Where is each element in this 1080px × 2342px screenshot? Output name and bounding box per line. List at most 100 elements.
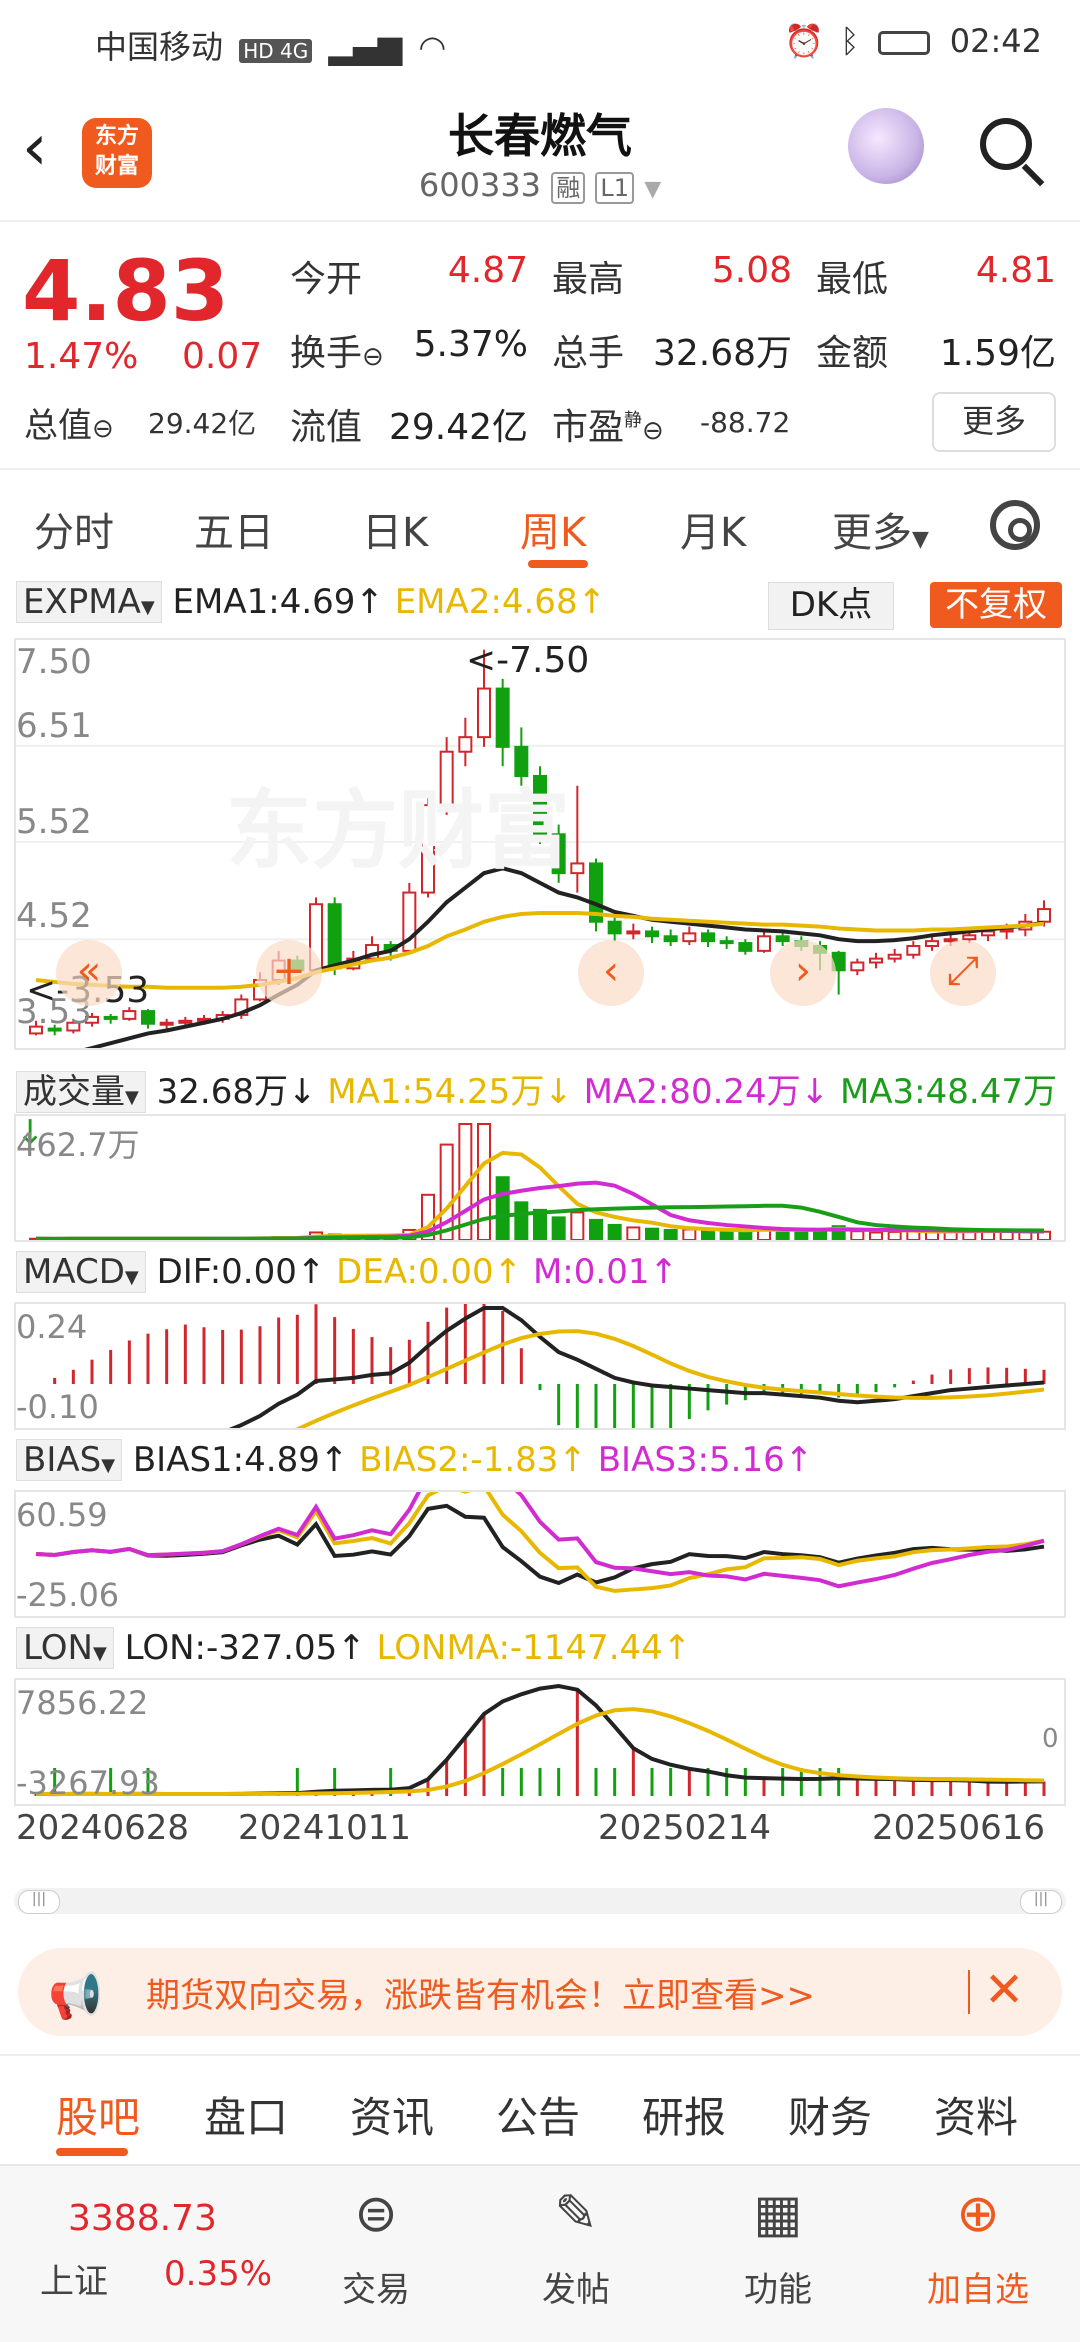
vol-ma3-line	[35, 1203, 1045, 1240]
tab-weekly-k[interactable]: 周K	[520, 510, 587, 556]
macd-panel[interactable]: 0.24 -0.10	[14, 1302, 1066, 1430]
macd-min-label: -0.10	[16, 1388, 99, 1426]
scroll-left-fast-icon[interactable]: «	[56, 940, 122, 1006]
high-value: 5.08	[711, 250, 792, 291]
grid-icon[interactable]: ▦	[753, 2184, 803, 2244]
candle-body	[887, 953, 902, 960]
expma-selector[interactable]: EXPMA▼	[16, 581, 162, 623]
ema1-value: EMA1:4.69↑	[172, 582, 384, 622]
no-adjust-button[interactable]: 不复权	[930, 582, 1062, 628]
scroll-handle-right[interactable]: |||	[1020, 1890, 1062, 1914]
fullscreen-icon[interactable]: ⤢	[930, 940, 996, 1006]
back-icon[interactable]: ‹	[22, 111, 48, 185]
bottom-bar: 3388.73 上证 0.35% ⊜ 交易 ✎ 发帖 ▦ 功能 ⊕ 加自选	[0, 2164, 1080, 2342]
volume-bar	[738, 1230, 753, 1240]
macd-header: MACD▼ DIF:0.00↑ DEA:0.00↑ M:0.01↑	[16, 1251, 678, 1293]
stock-name: 长春燃气	[448, 109, 632, 163]
high-marker: <-7.50	[466, 640, 590, 681]
candle-body	[869, 957, 883, 964]
vol-ma1: MA1:54.25万↓	[327, 1072, 573, 1112]
nav-add-watchlist[interactable]: 加自选	[927, 2270, 1029, 2310]
macd-dea: DEA:0.00↑	[336, 1252, 523, 1292]
assistant-avatar[interactable]	[848, 108, 924, 184]
lon-header: LON▼ LON:-327.05↑ LONMA:-1147.44↑	[16, 1627, 691, 1669]
bias-panel[interactable]: 60.59 -25.06	[14, 1490, 1066, 1618]
candle-body	[607, 920, 622, 935]
bias1: BIAS1:4.89↑	[132, 1440, 349, 1480]
stock-code: 600333	[418, 166, 542, 204]
macd-dea-line	[295, 1329, 1045, 1428]
nav-trade[interactable]: 交易	[342, 2270, 410, 2310]
candle-body	[514, 745, 529, 777]
network-indicator: HD 4G	[239, 39, 313, 63]
tab-orderbook[interactable]: 盘口	[204, 2093, 289, 2142]
candle-body	[850, 961, 865, 972]
search-icon[interactable]	[980, 118, 1032, 170]
dropdown-icon: ▼	[644, 177, 662, 202]
chevron-down-icon: ▼	[140, 597, 155, 618]
tab-more[interactable]: 更多▼	[832, 510, 929, 556]
volume-bar	[589, 1218, 603, 1240]
logo-line2: 财富	[94, 154, 139, 179]
tab-daily-k[interactable]: 日K	[362, 510, 429, 556]
candle-body	[495, 687, 510, 748]
stock-code-row[interactable]: 600333 融 L1 ▼	[0, 166, 1080, 204]
amount-value: 1.59亿	[939, 333, 1056, 374]
trade-icon[interactable]: ⊜	[354, 2184, 398, 2244]
more-button[interactable]: 更多	[932, 392, 1056, 452]
kline-panel[interactable]: 东方财富 7.50 6.51 5.52 4.52 3.53 <-7.50 <-3…	[14, 638, 1066, 1050]
expma-header: EXPMA▼ EMA1:4.69↑ EMA2:4.68↑	[16, 581, 606, 623]
volume-bar	[869, 1231, 883, 1240]
app-logo[interactable]: 东方 财富	[82, 118, 152, 188]
nav-functions[interactable]: 功能	[744, 2270, 812, 2310]
time-scrollbar[interactable]: ||| |||	[14, 1888, 1066, 1914]
post-icon[interactable]: ✎	[554, 2184, 598, 2244]
tab-intraday[interactable]: 分时	[34, 510, 114, 556]
candle-body	[775, 935, 790, 943]
index-name: 上证	[40, 2262, 108, 2302]
tab-news[interactable]: 资讯	[350, 2093, 435, 2142]
promo-banner[interactable]: 📢 期货双向交易，涨跌皆有机会！立即查看>> ✕	[18, 1948, 1062, 2036]
candle-body	[178, 1019, 193, 1024]
add-icon[interactable]: ⊕	[956, 2184, 1000, 2244]
watermark-logo: 东方财富	[226, 781, 570, 881]
candle-body	[421, 804, 435, 894]
crosshair-icon[interactable]: +	[256, 940, 322, 1006]
float-mv-value: 29.42亿	[388, 407, 528, 448]
bias-selector[interactable]: BIAS▼	[16, 1439, 123, 1481]
macd-m: M:0.01↑	[532, 1252, 678, 1292]
candle-body	[458, 736, 473, 753]
kline-chart-area: EXPMA▼ EMA1:4.69↑ EMA2:4.68↑ DK点 不复权 东方财…	[0, 578, 1080, 1914]
tab-forum[interactable]: 股吧	[56, 2093, 141, 2142]
scroll-left-icon[interactable]: ‹	[578, 940, 644, 1006]
low-label: 最低	[816, 259, 889, 300]
candle-body	[66, 1021, 81, 1032]
scroll-handle-left[interactable]: |||	[18, 1890, 60, 1914]
nav-post[interactable]: 发帖	[542, 2270, 610, 2310]
tab-finance[interactable]: 财务	[788, 2093, 873, 2142]
scroll-right-icon[interactable]: ›	[770, 940, 836, 1006]
candle-body	[645, 930, 659, 938]
tab-profile[interactable]: 资料	[934, 2093, 1019, 2142]
macd-selector[interactable]: MACD▼	[16, 1251, 146, 1293]
tag-margin: 融	[551, 172, 586, 204]
lon-selector[interactable]: LON▼	[16, 1627, 114, 1669]
index-value[interactable]: 3388.73	[68, 2198, 217, 2239]
close-icon[interactable]: ✕	[984, 1962, 1025, 2018]
bias2: BIAS2:-1.83↑	[359, 1440, 587, 1480]
high-label: 最高	[552, 259, 625, 300]
gear-icon[interactable]	[990, 500, 1040, 550]
volume-value: 32.68万	[652, 333, 792, 374]
volume-selector[interactable]: 成交量▼	[16, 1071, 146, 1113]
status-bar: 中国移动 HD 4G ▂▄▆ ◠ ⏰ ᛒ 02:42	[0, 0, 1080, 86]
lon-panel[interactable]: 7856.22 -3267.93 0	[14, 1678, 1066, 1806]
tab-five-day[interactable]: 五日	[194, 510, 274, 556]
banner-text[interactable]: 期货双向交易，涨跌皆有机会！立即查看>>	[146, 1976, 815, 2016]
ema1-line	[84, 866, 1045, 1048]
open-value: 4.87	[447, 250, 528, 291]
tab-announcements[interactable]: 公告	[496, 2093, 581, 2142]
volume-panel[interactable]: 462.7万	[14, 1114, 1066, 1242]
tab-research[interactable]: 研报	[642, 2093, 727, 2142]
dk-point-button[interactable]: DK点	[768, 582, 894, 630]
tab-monthly-k[interactable]: 月K	[680, 510, 747, 556]
